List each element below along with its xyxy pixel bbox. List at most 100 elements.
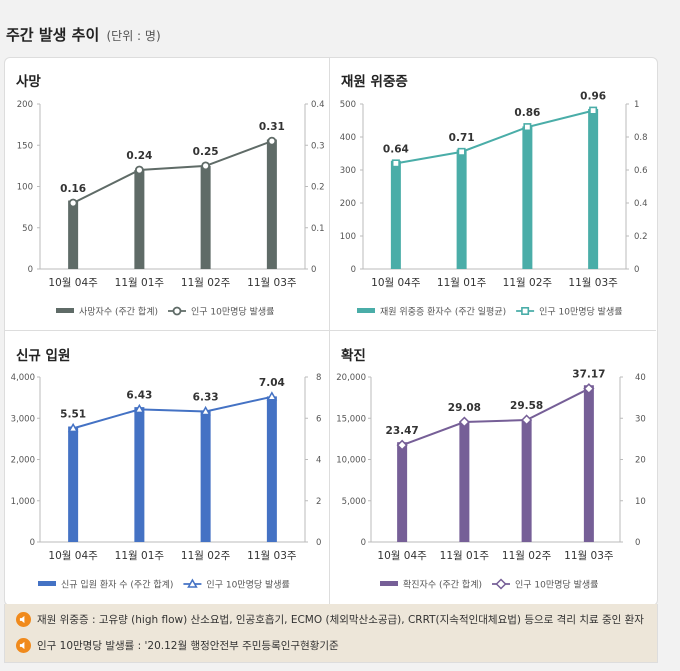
data-label: 0.24 [126,150,152,162]
x-tick-label: 11월 02주 [502,550,552,562]
chart-title-confirmed: 확진 [341,348,366,364]
tick-label-right: 0.2 [311,183,325,193]
bar [134,170,145,269]
tick-label-left: 0 [361,538,366,548]
tick-label-left: 1,000 [11,497,35,507]
data-label: 0.86 [514,107,540,119]
bar [397,442,408,542]
legend-bar-label: 재원 위중증 환자수 (주간 일평균) [380,306,506,318]
bar [68,426,79,542]
tick-label-right: 0.3 [311,141,325,151]
legend-bar-label: 사망자수 (주간 합계) [79,306,158,318]
data-label: 6.43 [126,389,152,401]
tick-label-right: 4 [316,456,321,466]
tick-label-right: 0.4 [634,199,648,209]
note-text: 재원 위중증 : 고유량 (high flow) 산소요법, 인공호흡기, EC… [37,614,644,626]
bar [456,149,467,269]
x-tick-label: 11월 03주 [564,550,614,562]
data-label: 0.25 [193,146,219,158]
line-point [523,123,532,132]
rate-line [72,140,273,204]
legend-bar-label: 신규 입원 환자 수 (주간 합계) [61,579,173,591]
legend-line-label: 인구 10만명당 발생률 [539,307,622,318]
x-tick-label: 11월 02주 [181,550,231,562]
tick-label-right: 0 [634,265,639,275]
tick-label-left: 100 [340,232,356,242]
legend-line-label: 인구 10만명당 발생률 [191,307,274,318]
legend-bar-swatch [357,308,375,313]
tick-label-right: 10 [635,497,646,507]
tick-label-left: 200 [340,199,356,209]
data-label: 0.31 [259,121,285,133]
x-tick-label: 11월 01주 [440,550,490,562]
data-label: 37.17 [572,369,605,381]
bar [200,165,211,269]
line-point [267,136,277,146]
x-tick-label: 11월 03주 [247,277,297,289]
note-text: 인구 10만명당 발생률 : '20.12월 행정안전부 주민등록인구현황기준 [37,640,339,652]
rate-line [395,109,594,165]
x-tick-label: 10월 04주 [377,550,427,562]
data-label: 5.51 [60,408,86,420]
note-rate-basis: 인구 10만명당 발생률 : '20.12월 행정안전부 주민등록인구현황기준 [16,638,339,653]
bar [134,407,145,542]
tick-label-left: 300 [340,166,356,176]
x-tick-label: 11월 02주 [503,277,553,289]
tick-label-right: 0 [311,265,316,275]
note-severe-definition: 재원 위중증 : 고유량 (high flow) 산소요법, 인공호흡기, EC… [16,612,644,627]
tick-label-right: 2 [316,497,321,507]
tick-label-left: 20,000 [336,373,366,383]
data-label: 0.64 [383,143,409,155]
line-point [200,405,211,416]
tick-label-left: 150 [17,141,33,151]
unit-label: (단위 : 명) [106,29,161,43]
data-label: 7.04 [259,377,285,389]
tick-label-left: 100 [17,183,33,193]
page-title: 주간 발생 추이 (단위 : 명) [6,26,161,44]
x-tick-label: 11월 01주 [437,277,487,289]
data-label: 6.33 [193,391,219,403]
line-point [458,416,470,428]
chart-title-admissions: 신규 입원 [16,348,71,364]
tick-label-right: 0.4 [311,100,325,110]
legend-line-label: 인구 10만명당 발생률 [515,580,598,591]
bar [266,396,277,542]
tick-label-left: 400 [340,133,356,143]
tick-label-left: 0 [351,265,356,275]
legend-line-marker [521,306,530,315]
bar [68,200,79,269]
line-point [583,383,595,395]
divider-horizontal [4,330,656,331]
bar [266,139,277,269]
tick-label-left: 200 [17,100,33,110]
data-label: 0.96 [580,91,606,103]
tick-label-right: 8 [316,373,321,383]
line-point [134,165,144,175]
tick-label-right: 40 [635,373,646,383]
tick-label-right: 0.1 [311,224,325,234]
tick-label-right: 0.8 [634,133,648,143]
legend-bar-swatch [380,581,398,586]
data-label: 29.58 [510,400,543,412]
legend-bar-label: 확진자수 (주간 합계) [403,579,482,591]
tick-label-left: 500 [340,100,356,110]
line-point [521,414,533,426]
line-point [391,159,400,168]
legend-line-marker [172,306,182,316]
x-tick-label: 11월 03주 [568,277,618,289]
tick-label-right: 0 [635,538,640,548]
charts-panel [4,57,658,606]
tick-label-left: 3,000 [11,414,35,424]
tick-label-left: 10,000 [336,456,366,466]
bar [521,419,532,542]
legend-line-label: 인구 10만명당 발생률 [206,580,289,591]
line-point [457,147,466,156]
legend-bar-swatch [56,308,74,313]
notes-box: 재원 위중증 : 고유량 (high flow) 산소요법, 인공호흡기, EC… [4,604,658,663]
line-point [589,106,598,115]
tick-label-right: 0 [316,538,321,548]
